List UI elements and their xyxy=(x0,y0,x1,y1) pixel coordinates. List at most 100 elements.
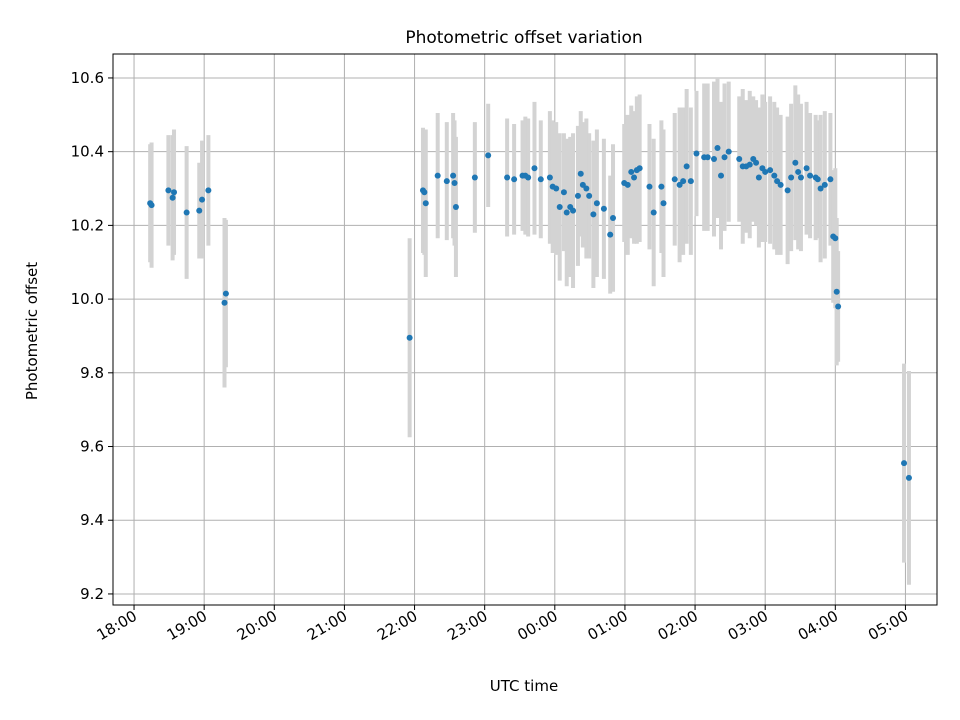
data-point xyxy=(165,187,172,194)
data-point xyxy=(827,176,834,183)
data-point xyxy=(199,196,206,203)
data-point xyxy=(746,161,753,168)
x-tick-label: 00:00 xyxy=(514,607,560,644)
data-point xyxy=(817,185,824,192)
data-point xyxy=(169,194,176,201)
x-tick-label: 19:00 xyxy=(164,607,210,644)
data-point xyxy=(814,176,821,183)
y-tick-label: 10.2 xyxy=(71,216,104,234)
data-point xyxy=(901,460,908,467)
data-point xyxy=(624,181,631,188)
data-point xyxy=(660,200,667,207)
data-point xyxy=(452,203,459,210)
data-point xyxy=(658,183,665,190)
data-point xyxy=(671,176,678,183)
x-tick-label: 18:00 xyxy=(94,607,140,644)
data-point xyxy=(553,185,560,192)
y-axis-label: Photometric offset xyxy=(23,262,41,400)
data-point xyxy=(511,176,518,183)
y-tick-label: 9.8 xyxy=(80,364,104,382)
data-points xyxy=(147,144,912,481)
y-tick-label: 9.4 xyxy=(80,511,104,529)
data-point xyxy=(451,179,458,186)
data-point xyxy=(631,174,638,181)
data-point xyxy=(718,172,725,179)
data-point xyxy=(196,207,203,214)
x-tick-label: 23:00 xyxy=(444,607,490,644)
data-point xyxy=(450,172,457,179)
data-point xyxy=(406,334,413,341)
data-point xyxy=(570,207,577,214)
data-point xyxy=(586,192,593,199)
x-tick-label: 04:00 xyxy=(795,607,841,644)
data-point xyxy=(610,215,617,222)
data-point xyxy=(563,209,570,216)
y-tick-label: 9.6 xyxy=(80,438,104,456)
data-point xyxy=(537,176,544,183)
data-point xyxy=(205,187,212,194)
data-point xyxy=(636,165,643,172)
y-tick-label: 10.6 xyxy=(71,69,104,87)
data-point xyxy=(835,303,842,310)
data-point xyxy=(434,172,441,179)
plot-frame xyxy=(112,53,938,606)
data-point xyxy=(714,144,721,151)
x-tick-label: 22:00 xyxy=(374,607,420,644)
x-tick-label: 05:00 xyxy=(865,607,911,644)
y-tick-label: 10.0 xyxy=(71,290,104,308)
error-bars xyxy=(148,77,911,585)
x-axis-label: UTC time xyxy=(490,677,558,695)
data-point xyxy=(833,288,840,295)
data-point xyxy=(753,159,760,166)
data-point xyxy=(784,187,791,194)
data-point xyxy=(704,154,711,161)
data-point xyxy=(443,178,450,185)
data-point xyxy=(600,205,607,212)
data-point xyxy=(593,200,600,207)
data-point xyxy=(795,168,802,175)
data-point xyxy=(807,172,814,179)
data-point xyxy=(680,178,687,185)
data-point xyxy=(788,174,795,181)
data-point xyxy=(777,181,784,188)
data-point xyxy=(574,192,581,199)
data-point xyxy=(421,189,428,196)
data-point xyxy=(832,235,839,242)
data-point xyxy=(803,165,810,172)
data-point xyxy=(710,156,717,163)
data-point xyxy=(590,211,597,218)
data-point xyxy=(736,156,743,163)
data-point xyxy=(762,168,769,175)
data-point xyxy=(577,170,584,177)
data-point xyxy=(792,159,799,166)
data-point xyxy=(683,163,690,170)
data-point xyxy=(687,178,694,185)
data-point xyxy=(725,148,732,155)
data-point xyxy=(531,165,538,172)
x-tick-label: 03:00 xyxy=(725,607,771,644)
x-tick-label: 01:00 xyxy=(584,607,630,644)
data-point xyxy=(767,167,774,174)
y-tick-label: 9.2 xyxy=(80,585,104,603)
data-point xyxy=(556,203,563,210)
data-point xyxy=(222,290,229,297)
data-point xyxy=(485,152,492,159)
data-point xyxy=(546,174,553,181)
data-point xyxy=(221,299,228,306)
data-point xyxy=(628,168,635,175)
data-point xyxy=(471,174,478,181)
data-point xyxy=(771,172,778,179)
data-point xyxy=(607,231,614,238)
data-point xyxy=(525,174,532,181)
data-point xyxy=(504,174,511,181)
data-point xyxy=(171,189,178,196)
x-tick-label: 02:00 xyxy=(655,607,701,644)
data-point xyxy=(148,202,155,209)
data-point xyxy=(905,474,912,481)
data-point xyxy=(583,185,590,192)
data-point xyxy=(646,183,653,190)
data-point xyxy=(721,154,728,161)
y-tick-label: 10.4 xyxy=(71,143,104,161)
data-point xyxy=(183,209,190,216)
